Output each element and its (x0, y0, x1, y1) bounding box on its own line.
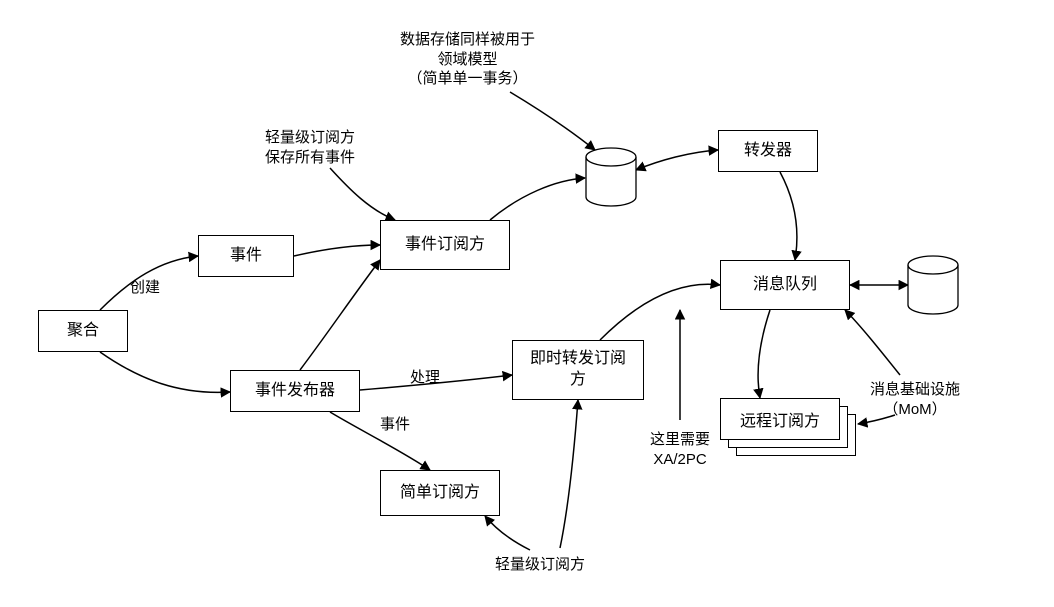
node-label: 即时转发订阅 方 (530, 349, 626, 391)
database-icon (586, 148, 636, 206)
edge (510, 92, 595, 150)
edge (636, 150, 718, 170)
database-icon (908, 256, 958, 314)
edge (780, 172, 797, 260)
label-xa: 这里需要 XA/2PC (650, 430, 710, 469)
node-simple-sub: 简单订阅方 (380, 470, 500, 516)
node-subscriber: 事件订阅方 (380, 220, 510, 270)
node-label: 事件发布器 (255, 381, 335, 402)
node-aggregate: 聚合 (38, 310, 128, 352)
node-publisher: 事件发布器 (230, 370, 360, 412)
node-forwarder: 转发器 (718, 130, 818, 172)
edge (294, 245, 380, 256)
edge (560, 400, 578, 548)
diagram-edges-layer (0, 0, 1054, 607)
node-remote-sub-stack: 远程订阅方 (720, 398, 856, 456)
stack-sheet-front: 远程订阅方 (720, 398, 840, 440)
label-create: 创建 (130, 278, 160, 298)
label-light1: 轻量级订阅方 保存所有事件 (265, 128, 355, 167)
label-light2: 轻量级订阅方 (495, 555, 585, 575)
edge (300, 260, 380, 370)
node-label: 事件 (230, 246, 262, 267)
node-label: 转发器 (744, 141, 792, 162)
node-label: 聚合 (67, 321, 99, 342)
edge (845, 310, 900, 375)
node-label: 简单订阅方 (400, 483, 480, 504)
edge (100, 352, 230, 392)
edge (758, 310, 770, 398)
label-mom: 消息基础设施 （MoM） (870, 380, 960, 419)
node-mq: 消息队列 (720, 260, 850, 310)
node-forward-sub: 即时转发订阅 方 (512, 340, 644, 400)
edge (330, 168, 395, 220)
node-label: 事件订阅方 (405, 235, 485, 256)
edge (600, 284, 720, 340)
edge (490, 178, 585, 220)
node-event: 事件 (198, 235, 294, 277)
edge (485, 516, 530, 550)
node-label: 远程订阅方 (740, 407, 820, 431)
label-event: 事件 (380, 415, 410, 435)
node-label: 消息队列 (753, 275, 817, 296)
label-process: 处理 (410, 368, 440, 388)
label-dbnote: 数据存储同样被用于 领域模型 （简单单一事务） (400, 30, 535, 89)
